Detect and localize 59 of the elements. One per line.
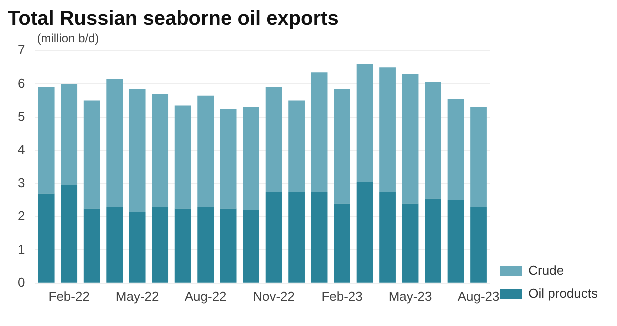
bar <box>311 72 328 192</box>
x-tick-label: May-23 <box>388 288 432 304</box>
bar <box>152 94 169 208</box>
bar <box>38 194 55 283</box>
x-tick-label: Aug-23 <box>458 288 500 304</box>
bar <box>106 207 124 283</box>
y-tick-label: 5 <box>18 108 26 124</box>
bar <box>425 198 442 283</box>
bar <box>38 88 55 194</box>
bar <box>288 100 305 192</box>
bar <box>243 107 260 210</box>
bar <box>380 192 396 283</box>
bar <box>448 99 464 200</box>
x-tick-label: Aug-22 <box>184 288 227 304</box>
bar <box>402 204 419 283</box>
bar <box>84 208 100 283</box>
bar <box>174 208 192 283</box>
bar <box>106 79 124 208</box>
bar <box>198 207 214 283</box>
bar <box>470 207 487 283</box>
bar <box>220 109 237 209</box>
bar <box>334 204 350 283</box>
bar <box>174 106 192 209</box>
chart-title: Total Russian seaborne oil exports <box>8 8 340 31</box>
x-tick-label: Feb-23 <box>322 288 363 304</box>
bar <box>311 192 328 283</box>
x-tick-label: Nov-22 <box>253 288 296 304</box>
bar <box>448 200 464 283</box>
bar <box>198 96 214 208</box>
bar <box>402 74 419 204</box>
bar <box>356 64 374 182</box>
y-axis-title: (million b/d) <box>37 31 100 46</box>
bar <box>243 210 260 283</box>
bar <box>84 100 100 209</box>
legend-label: Oil products <box>528 286 598 302</box>
bar <box>425 82 442 199</box>
y-tick-label: 4 <box>18 142 26 158</box>
bar <box>220 208 237 283</box>
bar <box>470 107 487 208</box>
bar <box>152 207 169 283</box>
bar <box>288 192 305 283</box>
y-tick-label: 1 <box>18 242 26 257</box>
y-tick-label: 3 <box>18 175 26 190</box>
bar <box>61 185 78 283</box>
bar <box>380 68 396 192</box>
bar <box>129 89 146 212</box>
bar <box>61 84 78 186</box>
x-tick-label: May-22 <box>116 288 160 304</box>
legend-label: Crude <box>528 263 564 278</box>
bar <box>356 182 374 283</box>
bar <box>266 192 282 283</box>
y-tick-label: 7 <box>18 42 26 58</box>
y-tick-label: 0 <box>18 274 26 290</box>
x-tick-label: Feb-22 <box>48 288 90 304</box>
bar <box>334 89 350 204</box>
bar <box>266 88 282 192</box>
y-tick-label: 2 <box>18 208 26 224</box>
y-tick-label: 6 <box>18 76 26 91</box>
bar <box>129 212 146 283</box>
